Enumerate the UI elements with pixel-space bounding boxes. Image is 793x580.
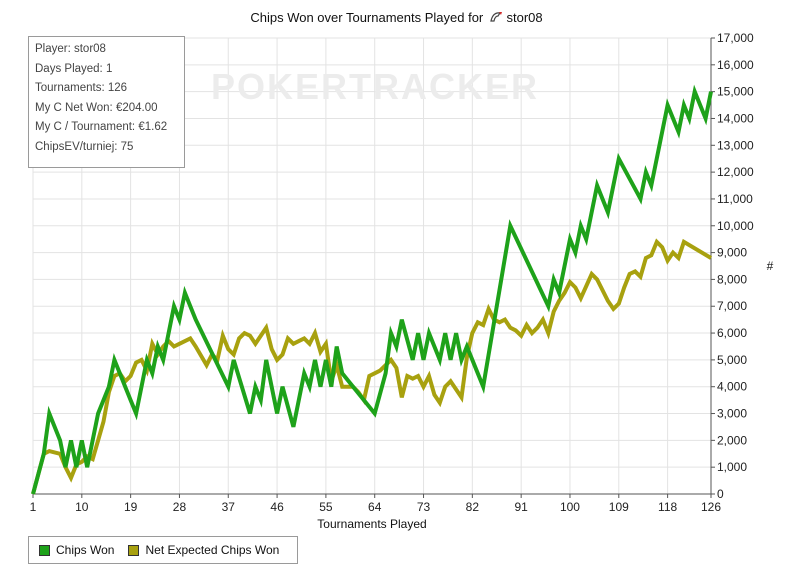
y-tick-label: 3,000 bbox=[717, 407, 747, 421]
axes: 0 1,000 2,000 3,000 4,000 5,000 6,000 7,000 8,00… bbox=[30, 31, 754, 514]
y-tick-label: 2,000 bbox=[717, 433, 747, 447]
y-tick-label: 17,000 bbox=[717, 31, 754, 45]
stats-line: ChipsEV/turniej: 75 bbox=[35, 140, 134, 153]
y-tick-label: 11,000 bbox=[717, 192, 753, 206]
x-tick-label: 126 bbox=[701, 500, 721, 514]
x-tick-label: 109 bbox=[609, 500, 629, 514]
legend-item: Net Expected Chips Won bbox=[128, 543, 279, 557]
x-tick-label: 37 bbox=[222, 500, 236, 514]
watermark: POKERTRACKER bbox=[211, 66, 539, 107]
x-tick-label: 73 bbox=[417, 500, 431, 514]
legend-item: Chips Won bbox=[39, 543, 114, 557]
y-tick-label: 0 bbox=[717, 487, 724, 501]
x-tick-label: 100 bbox=[560, 500, 580, 514]
legend: Chips Won Net Expected Chips Won bbox=[28, 536, 298, 564]
chart-title-text: Chips Won over Tournaments Played for bbox=[250, 10, 484, 25]
stats-line: My C Net Won: €204.00 bbox=[35, 101, 158, 114]
series-line-chips-won bbox=[31, 84, 713, 495]
y-tick-label: 12,000 bbox=[717, 165, 754, 179]
y-tick-label: 4,000 bbox=[717, 380, 747, 394]
series-lines bbox=[31, 84, 713, 495]
y-tick-label: 14,000 bbox=[717, 111, 754, 125]
x-tick-label: 10 bbox=[75, 500, 89, 514]
legend-swatch bbox=[128, 544, 140, 556]
x-tick-label: 1 bbox=[30, 500, 37, 514]
stats-line: My C / Tournament: €1.62 bbox=[35, 121, 168, 134]
y-tick-label: 1,000 bbox=[717, 460, 747, 474]
y-tick-label: 7,000 bbox=[717, 299, 747, 313]
x-tick-label: 118 bbox=[658, 500, 677, 514]
stats-box: Player: stor08 Days Played: 1 Tournaments:… bbox=[28, 36, 185, 168]
x-tick-label: 82 bbox=[466, 500, 480, 514]
y-tick-label: 8,000 bbox=[717, 272, 747, 286]
chart-title: Chips Won over Tournaments Played for st… bbox=[0, 10, 793, 25]
legend-swatch bbox=[39, 544, 50, 556]
x-tick-label: 19 bbox=[124, 500, 138, 514]
y-tick-label: 6,000 bbox=[717, 326, 747, 340]
y-tick-label: 9,000 bbox=[717, 246, 747, 260]
x-tick-label: 55 bbox=[319, 500, 333, 514]
y-tick-label: 15,000 bbox=[717, 85, 754, 99]
y-tick-label: 5,000 bbox=[717, 353, 747, 367]
y-tick-label: 13,000 bbox=[717, 138, 754, 152]
stats-line: Player: stor08 bbox=[35, 43, 106, 55]
player-icon bbox=[490, 12, 502, 22]
legend-label: Chips Won bbox=[56, 543, 115, 557]
x-tick-label: 28 bbox=[173, 500, 187, 514]
stats-line: Days Played: 1 bbox=[35, 62, 113, 75]
player-name: stor08 bbox=[506, 10, 543, 25]
stats-line: Tournaments: 126 bbox=[35, 82, 128, 95]
x-tick-label: 46 bbox=[270, 500, 284, 514]
x-axis-title: Tournaments Played bbox=[317, 517, 426, 531]
x-tick-label: 64 bbox=[368, 500, 382, 514]
y-tick-label: 10,000 bbox=[717, 219, 754, 233]
y-tick-label: 16,000 bbox=[717, 58, 754, 72]
legend-label: Net Expected Chips Won bbox=[145, 543, 280, 557]
y-axis-title: # bbox=[767, 259, 774, 273]
x-tick-label: 91 bbox=[514, 500, 528, 514]
